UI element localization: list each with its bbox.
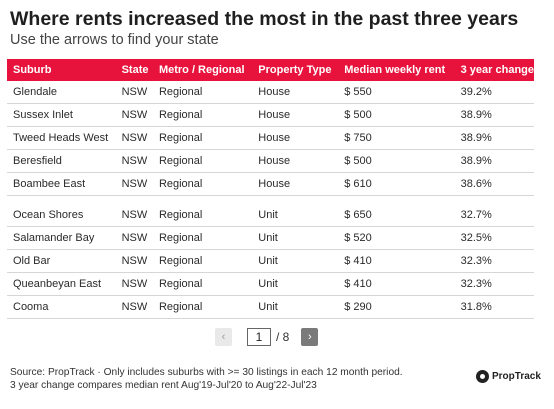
cell-3-year-change: 38.9%: [454, 103, 534, 127]
cell-property-type: Unit: [252, 204, 339, 227]
group-spacer-cell: [7, 196, 534, 205]
cell-state: NSW: [115, 149, 153, 173]
cell-3-year-change: 32.5%: [454, 226, 534, 250]
cell-3-year-change: 39.2%: [454, 81, 534, 104]
cell-property-type: House: [252, 172, 339, 196]
cell-3-year-change: 32.3%: [454, 272, 534, 296]
cell-state: NSW: [115, 81, 153, 104]
cell-suburb: Old Bar: [7, 249, 116, 273]
column-header-property-type[interactable]: Property Type: [252, 59, 339, 81]
cell-property-type: House: [252, 126, 339, 150]
column-header-suburb[interactable]: Suburb: [7, 59, 116, 81]
cell-suburb: Glendale: [7, 81, 116, 104]
cell-state: NSW: [115, 249, 153, 273]
cell-metro-regional: Regional: [152, 81, 253, 104]
cell-median-rent: $ 500: [338, 103, 455, 127]
cell-median-rent: $ 520: [338, 226, 455, 250]
column-header-metro-regional[interactable]: Metro / Regional: [152, 59, 253, 81]
cell-metro-regional: Regional: [152, 149, 253, 173]
cell-median-rent: $ 550: [338, 81, 455, 104]
cell-suburb: Cooma: [7, 295, 116, 319]
cell-state: NSW: [115, 272, 153, 296]
cell-3-year-change: 38.9%: [454, 126, 534, 150]
chart-subtitle: Use the arrows to find your state: [10, 32, 219, 48]
cell-state: NSW: [115, 126, 153, 150]
cell-3-year-change: 31.8%: [454, 295, 534, 319]
cell-state: NSW: [115, 295, 153, 319]
cell-state: NSW: [115, 172, 153, 196]
cell-metro-regional: Regional: [152, 226, 253, 250]
table-header-row: Suburb State Metro / Regional Property T…: [7, 59, 534, 81]
cell-suburb: Beresfield: [7, 149, 116, 173]
column-header-median-weekly-rent[interactable]: Median weekly rent: [338, 59, 455, 81]
page-total-label: / 8: [276, 330, 290, 344]
column-header-3-year-change[interactable]: 3 year change: [454, 59, 534, 81]
cell-property-type: Unit: [252, 272, 339, 296]
cell-median-rent: $ 750: [338, 126, 455, 150]
cell-metro-regional: Regional: [152, 172, 253, 196]
cell-property-type: House: [252, 149, 339, 173]
cell-median-rent: $ 500: [338, 149, 455, 173]
page-number-input[interactable]: [247, 328, 271, 346]
cell-suburb: Ocean Shores: [7, 204, 116, 227]
cell-median-rent: $ 650: [338, 204, 455, 227]
cell-3-year-change: 38.9%: [454, 149, 534, 173]
group-spacer: [7, 196, 534, 205]
chevron-left-icon: ‹: [221, 331, 226, 343]
cell-median-rent: $ 290: [338, 295, 455, 319]
source-note: Source: PropTrack · Only includes suburb…: [10, 367, 403, 378]
cell-property-type: Unit: [252, 295, 339, 319]
pagination: ‹ / 8 ›: [215, 327, 319, 347]
cell-metro-regional: Regional: [152, 204, 253, 227]
chart-title: Where rents increased the most in the pa…: [10, 8, 519, 30]
cell-state: NSW: [115, 204, 153, 227]
cell-suburb: Sussex Inlet: [7, 103, 116, 127]
table-row: Old Bar NSW Regional Unit $ 410 32.3%: [7, 249, 534, 273]
cell-suburb: Salamander Bay: [7, 226, 116, 250]
brand-name: PropTrack: [492, 371, 541, 382]
table-row: Sussex Inlet NSW Regional House $ 500 38…: [7, 103, 534, 127]
table-row: Salamander Bay NSW Regional Unit $ 520 3…: [7, 226, 534, 250]
proptrack-logo-icon: [476, 370, 489, 383]
table-row: Beresfield NSW Regional House $ 500 38.9…: [7, 149, 534, 173]
table-row: Boambee East NSW Regional House $ 610 38…: [7, 172, 534, 196]
cell-3-year-change: 38.6%: [454, 172, 534, 196]
cell-state: NSW: [115, 103, 153, 127]
cell-property-type: Unit: [252, 249, 339, 273]
cell-suburb: Queanbeyan East: [7, 272, 116, 296]
methodology-note: 3 year change compares median rent Aug'1…: [10, 380, 317, 391]
chevron-right-icon: ›: [308, 331, 312, 343]
cell-3-year-change: 32.3%: [454, 249, 534, 273]
table-row: Ocean Shores NSW Regional Unit $ 650 32.…: [7, 204, 534, 227]
column-header-state[interactable]: State: [115, 59, 153, 81]
table-row: Glendale NSW Regional House $ 550 39.2%: [7, 81, 534, 104]
cell-median-rent: $ 410: [338, 272, 455, 296]
rent-table: Suburb State Metro / Regional Property T…: [7, 59, 534, 319]
cell-suburb: Tweed Heads West: [7, 126, 116, 150]
cell-metro-regional: Regional: [152, 249, 253, 273]
cell-property-type: House: [252, 103, 339, 127]
cell-state: NSW: [115, 226, 153, 250]
cell-suburb: Boambee East: [7, 172, 116, 196]
table-body: Glendale NSW Regional House $ 550 39.2% …: [7, 81, 534, 319]
cell-metro-regional: Regional: [152, 272, 253, 296]
cell-property-type: Unit: [252, 226, 339, 250]
table-row: Cooma NSW Regional Unit $ 290 31.8%: [7, 295, 534, 319]
table-row: Queanbeyan East NSW Regional Unit $ 410 …: [7, 272, 534, 296]
table-row: Tweed Heads West NSW Regional House $ 75…: [7, 126, 534, 150]
next-page-button[interactable]: ›: [301, 328, 319, 346]
cell-metro-regional: Regional: [152, 295, 253, 319]
cell-median-rent: $ 410: [338, 249, 455, 273]
cell-3-year-change: 32.7%: [454, 204, 534, 227]
cell-property-type: House: [252, 81, 339, 104]
proptrack-logo: PropTrack: [476, 370, 541, 383]
cell-metro-regional: Regional: [152, 103, 253, 127]
cell-median-rent: $ 610: [338, 172, 455, 196]
previous-page-button[interactable]: ‹: [215, 328, 232, 346]
cell-metro-regional: Regional: [152, 126, 253, 150]
